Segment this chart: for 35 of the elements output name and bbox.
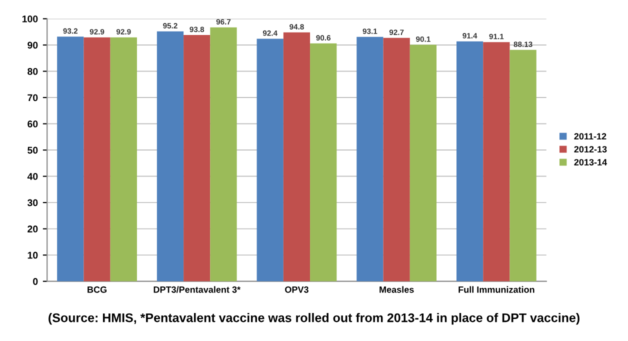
bar [456, 41, 484, 282]
bar [256, 38, 284, 282]
x-tick-label: DPT3/Pentavalent 3* [154, 286, 241, 293]
bar [156, 31, 184, 282]
bar [57, 36, 84, 282]
y-tick-label: 30 [27, 199, 38, 206]
x-tick-label: Measles [380, 286, 414, 293]
bar [184, 35, 210, 282]
bar [483, 42, 510, 282]
y-tick-label: 20 [28, 226, 38, 232]
y-tick-label: 50 [28, 146, 38, 154]
legend-label: 2013-14 [574, 159, 608, 166]
bar [84, 37, 110, 282]
bar [410, 44, 437, 282]
x-tick-label: OPV3 [285, 286, 308, 293]
legend-label: 2012-13 [574, 146, 607, 152]
y-tick-label: 40 [27, 173, 38, 180]
y-tick-label: 90 [28, 42, 38, 49]
y-tick-label: 80 [28, 68, 38, 75]
text: (Source: HMIS, *Pentavalent vaccine was rolled out from 2013-14 in place of DPT vaccine) [48, 313, 580, 325]
x-tick-label: BCG [88, 286, 106, 293]
legend-label: 2011-12 [574, 133, 606, 140]
bar [383, 38, 410, 282]
bar [210, 27, 237, 282]
y-tick-label: 60 [28, 120, 38, 128]
bar [110, 37, 137, 282]
y-tick-label: 0 [33, 278, 38, 285]
x-tick-label: Full Immunization [458, 286, 534, 293]
y-tick-label: 70 [28, 94, 38, 102]
bar [310, 43, 337, 282]
bar [510, 50, 536, 282]
y-tick-label: 100 [22, 15, 38, 22]
bar [283, 32, 310, 282]
bar [356, 36, 384, 282]
y-tick-label: 10 [28, 252, 38, 259]
